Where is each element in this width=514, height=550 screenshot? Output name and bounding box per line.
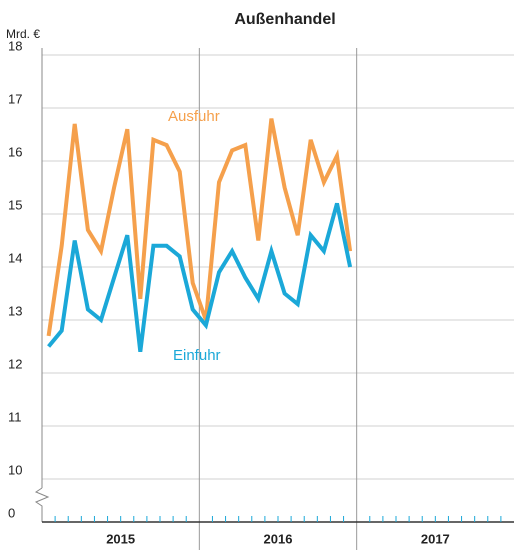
series-line [47, 202, 353, 353]
y-tick-label: 12 [8, 356, 22, 371]
y-tick-label: 18 [8, 38, 22, 53]
y-tick-label: 10 [8, 462, 22, 477]
y-tick-label: 11 [8, 409, 22, 424]
y-tick-label: 17 [8, 91, 22, 106]
y-tick-label: 14 [8, 250, 22, 265]
series-label: Ausfuhr [168, 108, 220, 125]
x-tick-label: 2016 [264, 531, 293, 546]
y-tick-label: 0 [8, 505, 15, 520]
x-tick-label: 2017 [421, 531, 450, 546]
y-axis-label: Mrd. € [6, 27, 40, 41]
axis-break [34, 487, 50, 522]
y-tick-label: 15 [8, 197, 22, 212]
x-tick-label: 2015 [106, 531, 135, 546]
series-line [46, 118, 353, 337]
chart-title: Außenhandel [234, 11, 335, 28]
y-tick-label: 13 [8, 303, 22, 318]
month-ticks [54, 516, 502, 522]
series-label: Einfuhr [173, 347, 221, 364]
y-tick-label: 16 [8, 144, 22, 159]
grid [42, 48, 514, 550]
